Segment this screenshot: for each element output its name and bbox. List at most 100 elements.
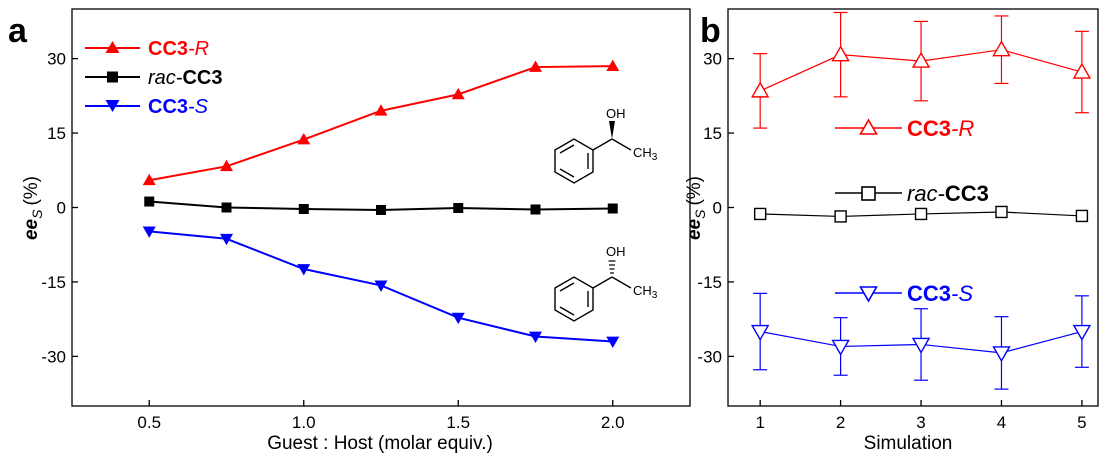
panel-a-y-ticks: 30 15 0 -15 -30 [41, 50, 78, 366]
legend-item-cc3-s: CC3-S [835, 281, 973, 306]
wedge-bond [609, 121, 615, 139]
hash-bond [608, 260, 616, 274]
panel-b-y-ticks: 30 15 0 -15 -30 [697, 50, 734, 366]
series-cc3-r [142, 59, 620, 186]
structure-s-phenylethanol: OH CH3 [554, 244, 658, 322]
svg-text:rac-CC3: rac-CC3 [148, 67, 222, 89]
data-point [453, 202, 464, 213]
data-point [750, 81, 770, 98]
x-tick-label: 1 [755, 413, 764, 432]
panel-a-series [142, 59, 620, 348]
panel-a-letter: a [8, 12, 28, 50]
x-tick-label: 1.5 [446, 413, 470, 432]
data-point [374, 104, 388, 116]
y-tick-label: 30 [703, 50, 722, 69]
legend-item-cc3-r: CC3-R [835, 116, 974, 141]
y-tick-label: -15 [697, 273, 722, 292]
svg-text:eeS(%): eeS(%) [21, 176, 45, 240]
series-rac-cc3 [144, 196, 618, 215]
data-point [142, 173, 156, 186]
legend-item-rac-cc3: rac-CC3 [85, 67, 222, 89]
data-point [992, 346, 1011, 363]
data-point [831, 339, 850, 356]
panel-a-x-ticks: 0.5 1.0 1.5 2.0 [137, 400, 625, 432]
data-point [607, 203, 618, 214]
x-tick-label: 2 [836, 413, 845, 432]
y-tick-label: 15 [703, 124, 722, 143]
y-tick-label: -30 [697, 347, 722, 366]
data-point [376, 204, 386, 215]
x-tick-label: 0.5 [137, 413, 161, 432]
data-point [374, 280, 388, 292]
data-point [911, 51, 931, 68]
data-point [530, 204, 541, 215]
data-point [992, 40, 1011, 57]
y-tick-label: -15 [41, 273, 66, 292]
y-tick-label: -30 [41, 347, 66, 366]
data-point [995, 205, 1008, 219]
svg-text:CH3: CH3 [633, 283, 658, 301]
panel-b-x-axis-label: Simulation [864, 433, 953, 454]
legend-item-cc3-s: CC3-S [85, 96, 209, 118]
panel-b-frame [727, 8, 1099, 407]
panel-b-series [750, 11, 1092, 390]
series-cc3-r [750, 11, 1092, 129]
panel-b-y-axis-label: eeS(%) [684, 176, 708, 240]
legend-marker-triangle-down [105, 100, 120, 112]
panel-b-letter: b [700, 12, 721, 50]
data-point [911, 337, 931, 354]
series-rac-cc3 [753, 205, 1089, 223]
data-point [529, 331, 542, 344]
data-point [834, 210, 847, 223]
data-point [606, 336, 620, 348]
svg-text:eeS(%): eeS(%) [684, 176, 708, 240]
y-tick-label: 15 [47, 124, 66, 143]
legend-item-rac-cc3: rac-CC3 [835, 181, 989, 206]
legend-marker-square [107, 71, 118, 83]
structure-r-phenylethanol: OH CH3 [554, 106, 658, 184]
x-tick-label: 1.0 [292, 413, 316, 432]
data-point [220, 159, 233, 172]
legend-marker-triangle-up-open [859, 118, 878, 135]
x-tick-label: 4 [997, 413, 1006, 432]
panel-a-x-axis-label: Guest : Host (molar equiv.) [267, 433, 493, 454]
data-point [529, 60, 542, 72]
series-cc3-s [142, 226, 620, 348]
svg-text:CH3: CH3 [633, 145, 658, 163]
data-point [142, 226, 156, 238]
data-point [750, 324, 770, 341]
panel-b-x-ticks: 1 2 3 4 5 [755, 400, 1087, 432]
data-point [1072, 324, 1092, 341]
x-tick-label: 5 [1077, 413, 1086, 432]
x-tick-label: 2.0 [601, 413, 625, 432]
data-point [220, 233, 233, 246]
legend-marker-square-open [861, 186, 876, 201]
y-tick-label: 30 [47, 50, 66, 69]
data-point [297, 133, 311, 145]
svg-text:CC3-R: CC3-R [148, 38, 209, 60]
legend-marker-triangle-up [105, 41, 120, 53]
data-point [298, 203, 309, 214]
data-point [606, 59, 620, 71]
panel-a-legend: CC3-R rac-CC3 CC3-S [85, 38, 222, 118]
data-point [1072, 62, 1092, 79]
legend-item-cc3-r: CC3-R [85, 38, 209, 60]
svg-text:CC3-S: CC3-S [148, 96, 209, 118]
y-tick-label: 0 [713, 199, 722, 218]
svg-text:CC3-R: CC3-R [907, 116, 974, 141]
svg-text:CC3-S: CC3-S [907, 281, 973, 306]
panel-b-legend: CC3-R rac-CC3 CC3-S [835, 116, 989, 306]
x-tick-label: 3 [916, 413, 925, 432]
data-point [221, 202, 232, 213]
legend-marker-triangle-down-open [859, 286, 878, 303]
panel-a-y-axis-label: eeS(%) [21, 176, 45, 240]
series-cc3-s [750, 292, 1092, 390]
svg-text:OH: OH [606, 244, 626, 259]
data-point [753, 207, 767, 221]
data-point [297, 264, 311, 276]
data-point [451, 312, 465, 325]
svg-text:rac-CC3: rac-CC3 [907, 181, 989, 206]
data-point [831, 45, 850, 62]
svg-text:OH: OH [606, 106, 626, 121]
